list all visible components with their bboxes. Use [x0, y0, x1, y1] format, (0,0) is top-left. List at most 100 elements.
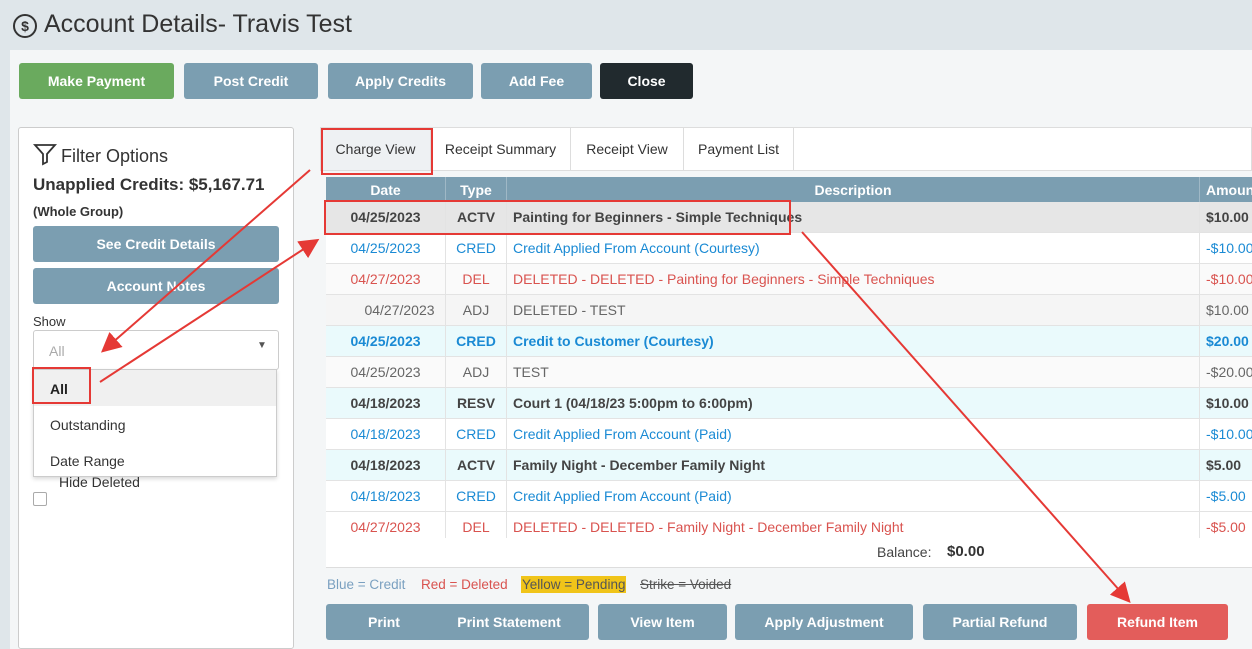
- balance-row: Balance: $0.00: [326, 538, 1252, 568]
- credit-details-button[interactable]: See Credit Details: [33, 226, 279, 262]
- tab[interactable]: Charge View: [321, 128, 431, 170]
- charge-table: DateTypeDescriptionAmount04/25/2023ACTVP…: [326, 177, 1252, 543]
- table-cell: CRED: [446, 233, 507, 263]
- tab[interactable]: Receipt Summary: [431, 128, 571, 170]
- table-cell: -$5.00: [1200, 481, 1252, 511]
- balance: $0.00: [947, 543, 985, 560]
- table-cell: 04/27/2023: [326, 295, 446, 325]
- page-title: Account Details- Travis Test: [44, 10, 352, 38]
- table-cell: Credit Applied From Account (Courtesy): [507, 233, 1200, 263]
- tab[interactable]: Receipt View: [571, 128, 684, 170]
- table-cell: Credit Applied From Account (Paid): [507, 419, 1200, 449]
- scope: (Whole Group): [33, 204, 124, 219]
- filter-title: Filter Options: [61, 146, 169, 166]
- action-button[interactable]: Refund Item: [1087, 604, 1228, 640]
- legend-credit: Blue = Credit: [327, 577, 406, 592]
- tab[interactable]: Payment List: [684, 128, 794, 170]
- toolbar-button[interactable]: Add Fee: [481, 63, 592, 99]
- table-row[interactable]: 04/27/2023 ADJ DELETED - TEST $10.00: [326, 295, 1252, 326]
- unapplied-credits: Unapplied Credits: $5,167.71: [33, 175, 265, 194]
- table-cell: $10.00: [1200, 295, 1252, 325]
- table-cell: CRED: [446, 481, 507, 511]
- table-row[interactable]: 04/18/2023 CRED Credit Applied From Accoun…: [326, 419, 1252, 450]
- dollar-icon: $: [13, 14, 37, 38]
- table-cell: 04/25/2023: [326, 357, 446, 387]
- table-cell: ACTV: [446, 202, 507, 232]
- table-cell: 04/27/2023: [326, 512, 446, 542]
- column-header: Description: [507, 177, 1200, 202]
- show-select[interactable]: All: [33, 330, 279, 370]
- balance-label: Balance:: [877, 544, 932, 560]
- table-cell: -$20.00: [1200, 357, 1252, 387]
- legend-deleted: Red = Deleted: [421, 577, 508, 592]
- table-cell: ADJ: [446, 295, 507, 325]
- table-cell: $5.00: [1200, 450, 1252, 480]
- table-cell: RESV: [446, 388, 507, 418]
- table-row[interactable]: 04/25/2023 CRED Credit to Customer (Courte…: [326, 326, 1252, 357]
- table-cell: DEL: [446, 264, 507, 294]
- table-row[interactable]: 04/18/2023 ACTV Family Night - December Fa…: [326, 450, 1252, 481]
- toolbar-button[interactable]: Post Credit: [184, 63, 318, 99]
- option[interactable]: Outstanding: [50, 417, 126, 433]
- table-cell: -$5.00: [1200, 512, 1252, 542]
- filter-icon: [33, 144, 57, 166]
- option[interactable]: All: [34, 370, 276, 406]
- action-button[interactable]: Apply Adjustment: [735, 604, 913, 640]
- table-cell: Family Night - December Family Night: [507, 450, 1200, 480]
- column-header: Amount: [1200, 177, 1252, 202]
- dropdown: All Outstanding Date Range: [33, 369, 277, 477]
- legend-voided: Strike = Voided: [640, 577, 732, 592]
- action-button[interactable]: View Item: [598, 604, 727, 640]
- table-row[interactable]: 04/18/2023 CRED Credit Applied From Accoun…: [326, 481, 1252, 512]
- legend-pending: Yellow = Pending: [521, 576, 627, 593]
- hide-deleted[interactable]: Hide Deleted: [59, 474, 140, 490]
- table-cell: Painting for Beginners - Simple Techniqu…: [507, 202, 1200, 232]
- table-cell: 04/25/2023: [326, 233, 446, 263]
- action-button[interactable]: Print Statement: [429, 604, 589, 640]
- filter-panel: Filter Options Unapplied Credits: $5,167…: [18, 127, 294, 649]
- table-cell: TEST: [507, 357, 1200, 387]
- table-cell: 04/18/2023: [326, 419, 446, 449]
- table-cell: CRED: [446, 326, 507, 356]
- action-button[interactable]: Print: [326, 604, 442, 640]
- table-cell: 04/25/2023: [326, 326, 446, 356]
- show-label: Show: [33, 314, 66, 329]
- table-cell: Credit Applied From Account (Paid): [507, 481, 1200, 511]
- action-button[interactable]: Partial Refund: [923, 604, 1077, 640]
- table-cell: DELETED - DELETED - Painting for Beginne…: [507, 264, 1200, 294]
- table-cell: -$10.00: [1200, 264, 1252, 294]
- table-cell: Court 1 (04/18/23 5:00pm to 6:00pm): [507, 388, 1200, 418]
- table-cell: $10.00: [1200, 202, 1252, 232]
- table-cell: ACTV: [446, 450, 507, 480]
- table-row[interactable]: 04/27/2023 DEL DELETED - DELETED - Paintin…: [326, 264, 1252, 295]
- table-cell: 04/18/2023: [326, 481, 446, 511]
- table-cell: DELETED - TEST: [507, 295, 1200, 325]
- table-header: DateTypeDescriptionAmount: [326, 177, 1252, 202]
- table-cell: 04/27/2023: [326, 264, 446, 294]
- table-row[interactable]: 04/25/2023 ADJ TEST -$20.00: [326, 357, 1252, 388]
- toolbar-button[interactable]: Make Payment: [19, 63, 174, 99]
- checkbox[interactable]: [33, 492, 47, 506]
- column-header: Type: [446, 177, 507, 202]
- toolbar-button[interactable]: Close: [600, 63, 693, 99]
- table-cell: 04/25/2023: [326, 202, 446, 232]
- table-row[interactable]: 04/25/2023 CRED Credit Applied From Accoun…: [326, 233, 1252, 264]
- caret: ▼: [257, 340, 267, 351]
- table-cell: -$10.00: [1200, 419, 1252, 449]
- account-notes-button[interactable]: Account Notes: [33, 268, 279, 304]
- table-row[interactable]: 04/18/2023 RESV Court 1 (04/18/23 5:00pm t…: [326, 388, 1252, 419]
- table-cell: $10.00: [1200, 388, 1252, 418]
- table-cell: ADJ: [446, 357, 507, 387]
- toolbar-button[interactable]: Apply Credits: [328, 63, 473, 99]
- table-cell: CRED: [446, 419, 507, 449]
- table-cell: DEL: [446, 512, 507, 542]
- table-row[interactable]: 04/25/2023 ACTV Painting for Beginners - S…: [326, 202, 1252, 233]
- table-cell: $20.00: [1200, 326, 1252, 356]
- svg-text:$: $: [21, 18, 29, 34]
- column-header: Date: [326, 177, 446, 202]
- table-cell: 04/18/2023: [326, 388, 446, 418]
- table-cell: -$10.00: [1200, 233, 1252, 263]
- table-cell: 04/18/2023: [326, 450, 446, 480]
- option[interactable]: Date Range: [50, 453, 125, 469]
